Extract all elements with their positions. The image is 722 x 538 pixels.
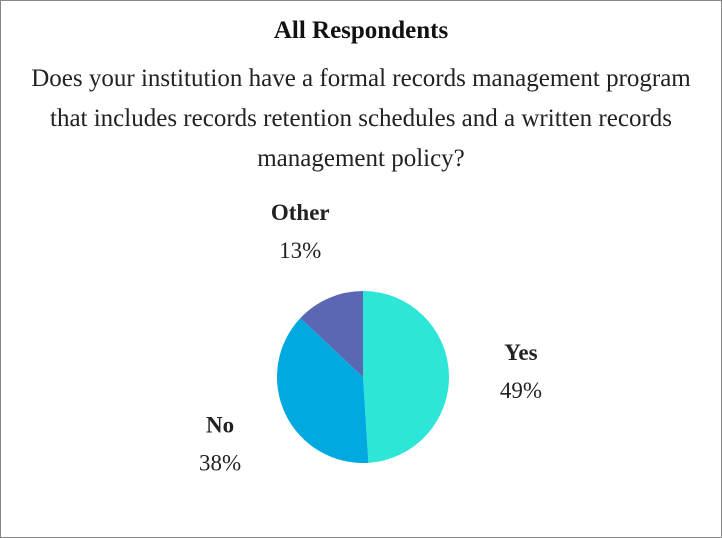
pie-slice (363, 291, 449, 463)
chart-subtitle: Does your institution have a formal reco… (31, 65, 691, 172)
pie-slice (276, 318, 369, 463)
slice-label: Yes (504, 340, 537, 365)
slice-label: No (206, 412, 234, 437)
chart-title: All Respondents (273, 17, 449, 44)
slice-value-label: 13% (279, 238, 321, 263)
slice-value-label: 38% (199, 450, 241, 475)
slice-value-label: 49% (500, 378, 542, 403)
pie-slice (300, 291, 363, 377)
slice-label: Other (271, 200, 330, 225)
